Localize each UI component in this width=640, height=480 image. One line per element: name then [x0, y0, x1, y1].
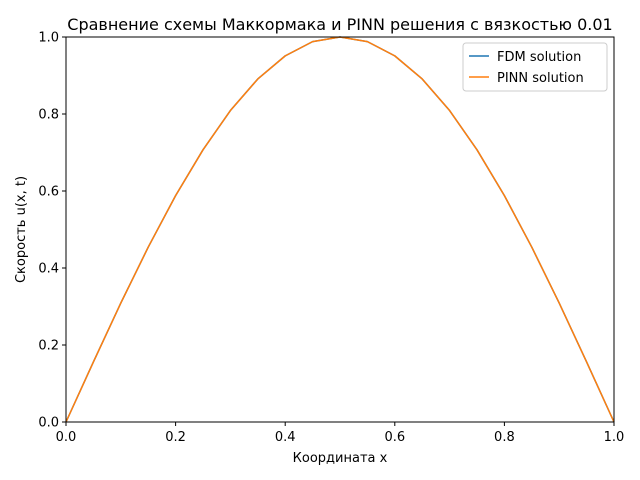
legend: FDM solution PINN solution [462, 42, 608, 92]
x-tick-label: 0.6 [384, 430, 405, 445]
y-tick-label: 0.0 [38, 416, 59, 431]
y-tick-label: 0.6 [38, 185, 59, 200]
x-tick-label: 0.0 [56, 430, 77, 445]
y-tick-label: 0.4 [38, 262, 59, 277]
x-tick-label: 0.4 [275, 430, 296, 445]
legend-label-pinn: PINN solution [497, 71, 584, 86]
chart-title: Сравнение схемы Маккормака и PINN решени… [67, 15, 612, 34]
x-tick-label: 0.2 [165, 430, 186, 445]
plot-frame [65, 36, 615, 423]
x-axis-label: Координата x [293, 451, 388, 466]
legend-label-fdm: FDM solution [497, 50, 581, 65]
y-tick-label: 0.2 [38, 339, 59, 354]
x-tick-label: 0.8 [494, 430, 515, 445]
legend-box [462, 42, 608, 92]
plot-area [66, 37, 614, 422]
x-tick-label: 1.0 [604, 430, 625, 445]
y-axis-label: Скорость u(x, t) [14, 176, 29, 283]
y-tick-label: 1.0 [38, 31, 59, 46]
ticks-layer: 0.0 0.2 0.4 0.6 0.8 1.0 0.0 0.2 0.4 0.6 0.8 1.0 [38, 31, 624, 446]
y-tick-label: 0.8 [38, 108, 59, 123]
